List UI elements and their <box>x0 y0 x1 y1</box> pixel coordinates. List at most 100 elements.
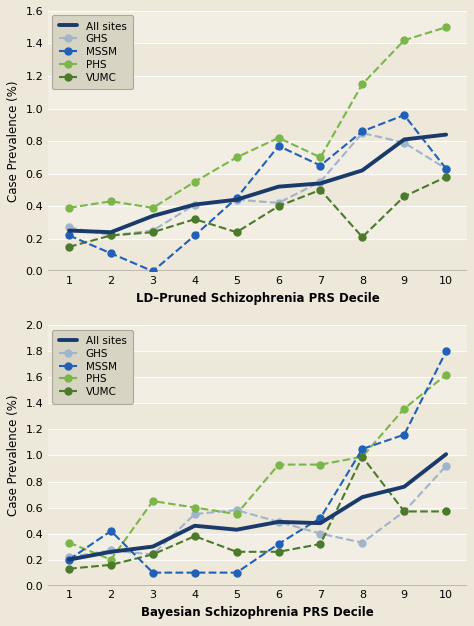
Bar <box>48 533 467 560</box>
VUMC <box>318 186 323 193</box>
Bar <box>48 429 467 456</box>
GHS <box>276 518 282 526</box>
MSSM <box>234 569 239 577</box>
Y-axis label: Case Prevalence (%): Case Prevalence (%) <box>7 80 20 202</box>
All sites <box>150 212 155 220</box>
VUMC <box>401 193 407 200</box>
VUMC <box>234 548 239 555</box>
VUMC <box>359 233 365 241</box>
Line: GHS: GHS <box>65 130 449 239</box>
PHS <box>276 461 282 468</box>
VUMC <box>318 540 323 548</box>
GHS <box>192 510 198 518</box>
VUMC <box>443 173 449 181</box>
MSSM <box>443 165 449 173</box>
GHS <box>150 551 155 558</box>
VUMC <box>108 561 114 568</box>
PHS <box>234 510 239 518</box>
PHS <box>66 204 72 212</box>
All sites <box>359 493 365 501</box>
GHS <box>108 546 114 554</box>
All sites <box>401 136 407 143</box>
Bar <box>48 206 467 239</box>
Bar <box>48 326 467 351</box>
GHS <box>234 196 239 203</box>
MSSM <box>150 267 155 275</box>
VUMC <box>234 228 239 236</box>
GHS <box>192 201 198 208</box>
Legend: All sites, GHS, MSSM, PHS, VUMC: All sites, GHS, MSSM, PHS, VUMC <box>52 329 133 404</box>
All sites <box>234 196 239 203</box>
VUMC <box>359 453 365 461</box>
All sites <box>66 556 72 563</box>
PHS <box>150 204 155 212</box>
GHS <box>401 139 407 146</box>
Bar <box>48 377 467 403</box>
VUMC <box>276 548 282 555</box>
PHS <box>318 461 323 468</box>
All sites <box>276 183 282 190</box>
MSSM <box>66 556 72 563</box>
X-axis label: Bayesian Schizophrenia PRS Decile: Bayesian Schizophrenia PRS Decile <box>141 606 374 619</box>
Line: All sites: All sites <box>69 454 446 560</box>
PHS <box>150 497 155 505</box>
VUMC <box>192 215 198 223</box>
PHS <box>359 80 365 88</box>
Line: MSSM: MSSM <box>65 348 449 576</box>
VUMC <box>401 508 407 515</box>
Bar <box>48 76 467 108</box>
PHS <box>108 556 114 563</box>
All sites <box>192 201 198 208</box>
VUMC <box>108 232 114 239</box>
All sites <box>443 131 449 138</box>
All sites <box>150 543 155 550</box>
MSSM <box>401 111 407 119</box>
VUMC <box>150 228 155 236</box>
GHS <box>276 199 282 207</box>
GHS <box>108 232 114 239</box>
VUMC <box>150 551 155 558</box>
MSSM <box>66 232 72 239</box>
Line: MSSM: MSSM <box>65 111 449 275</box>
PHS <box>108 198 114 205</box>
GHS <box>150 227 155 234</box>
VUMC <box>66 565 72 572</box>
All sites <box>66 227 72 234</box>
MSSM <box>192 232 198 239</box>
VUMC <box>192 533 198 540</box>
MSSM <box>359 128 365 135</box>
GHS <box>443 165 449 173</box>
All sites <box>108 228 114 236</box>
MSSM <box>401 431 407 438</box>
PHS <box>276 134 282 141</box>
GHS <box>318 178 323 185</box>
PHS <box>192 178 198 185</box>
All sites <box>276 518 282 526</box>
PHS <box>443 371 449 379</box>
VUMC <box>443 508 449 515</box>
GHS <box>234 506 239 514</box>
All sites <box>318 520 323 527</box>
MSSM <box>276 142 282 150</box>
Bar <box>48 481 467 508</box>
All sites <box>192 522 198 530</box>
MSSM <box>108 250 114 257</box>
PHS <box>66 539 72 546</box>
Line: PHS: PHS <box>65 371 449 563</box>
GHS <box>66 223 72 231</box>
Line: VUMC: VUMC <box>65 173 449 250</box>
MSSM <box>192 569 198 577</box>
MSSM <box>108 527 114 535</box>
Bar <box>48 141 467 173</box>
Line: GHS: GHS <box>65 463 449 560</box>
Line: VUMC: VUMC <box>65 453 449 572</box>
PHS <box>443 23 449 31</box>
GHS <box>401 508 407 515</box>
MSSM <box>318 162 323 169</box>
VUMC <box>66 243 72 250</box>
PHS <box>359 453 365 461</box>
MSSM <box>150 569 155 577</box>
GHS <box>66 553 72 561</box>
Line: PHS: PHS <box>65 24 449 211</box>
GHS <box>443 462 449 470</box>
